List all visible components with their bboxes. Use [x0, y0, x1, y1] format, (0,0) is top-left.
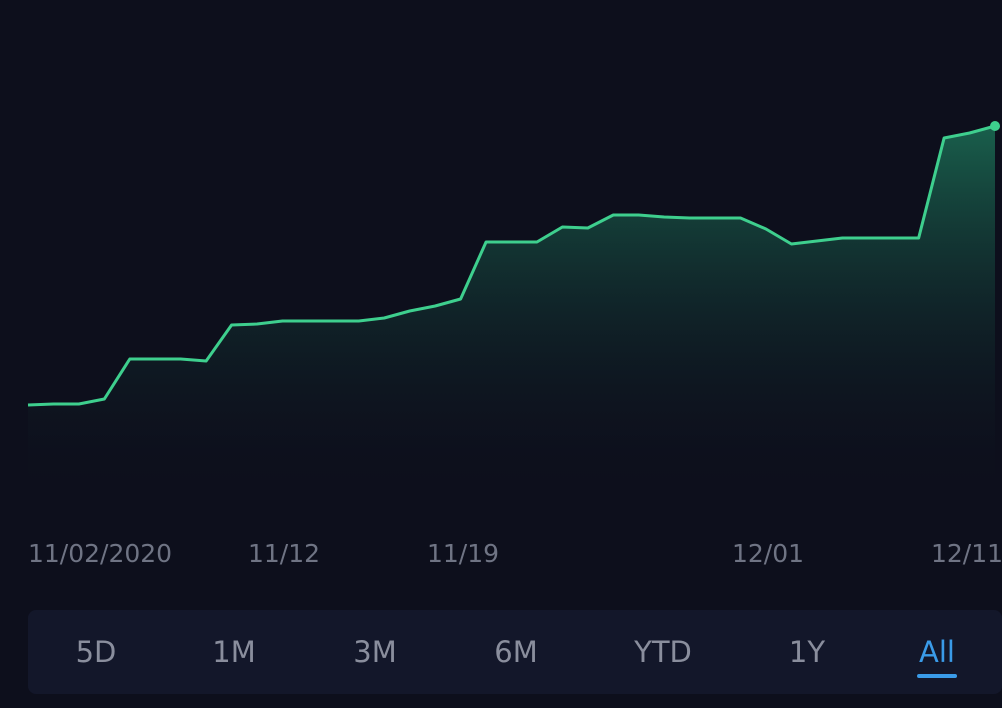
- data-point: [535, 240, 539, 244]
- range-option-5d[interactable]: 5D: [75, 635, 117, 669]
- data-point: [26, 403, 30, 407]
- data-point: [586, 226, 590, 230]
- data-point: [459, 297, 463, 301]
- data-point: [51, 402, 55, 406]
- data-point: [611, 213, 615, 217]
- series-line: [27, 124, 996, 407]
- data-point: [662, 215, 666, 219]
- chart-series: [27, 124, 996, 407]
- x-tick-label: 12/01: [732, 539, 804, 568]
- time-range-selector: 5D 1M 3M 6M YTD 1Y All: [28, 610, 1002, 694]
- data-point: [866, 236, 870, 240]
- data-point: [357, 319, 361, 323]
- data-point: [688, 216, 692, 220]
- x-tick-label: 11/19: [427, 539, 499, 568]
- data-point: [153, 357, 157, 361]
- data-point: [382, 316, 386, 320]
- data-point: [77, 402, 81, 406]
- range-option-all[interactable]: All: [917, 610, 957, 694]
- data-point: [102, 397, 106, 401]
- current-value-marker: [990, 121, 1000, 131]
- data-point: [891, 236, 895, 240]
- data-point: [179, 357, 183, 361]
- data-point: [815, 239, 819, 243]
- x-axis-ticks: 11/02/2020 11/12 11/19 12/01 12/11: [28, 539, 1002, 568]
- data-point: [510, 240, 514, 244]
- chart-area-fill: [28, 126, 995, 500]
- data-point: [789, 242, 793, 246]
- range-option-3m[interactable]: 3M: [353, 635, 397, 669]
- range-option-ytd[interactable]: YTD: [634, 635, 692, 669]
- data-point: [840, 236, 844, 240]
- data-point: [739, 216, 743, 220]
- data-point: [484, 240, 488, 244]
- data-point: [128, 357, 132, 361]
- portfolio-value-chart[interactable]: 11/02/2020 11/12 11/19 12/01 12/11: [0, 0, 1002, 600]
- data-point: [433, 304, 437, 308]
- data-point: [408, 309, 412, 313]
- data-point: [637, 213, 641, 217]
- data-point: [331, 319, 335, 323]
- data-point: [306, 319, 310, 323]
- data-point: [968, 131, 972, 135]
- data-point: [764, 227, 768, 231]
- data-point: [917, 236, 921, 240]
- range-option-1m[interactable]: 1M: [212, 635, 256, 669]
- x-tick-label: 12/11: [931, 539, 1002, 568]
- range-option-1y[interactable]: 1Y: [788, 635, 826, 669]
- data-point: [560, 225, 564, 229]
- data-point: [255, 322, 259, 326]
- data-point: [713, 216, 717, 220]
- data-point: [280, 319, 284, 323]
- x-tick-label: 11/12: [248, 539, 320, 568]
- data-point: [230, 323, 234, 327]
- x-tick-label: 11/02/2020: [28, 539, 172, 568]
- range-option-6m[interactable]: 6M: [494, 635, 538, 669]
- data-point: [942, 136, 946, 140]
- data-point: [204, 359, 208, 363]
- chart-data-points: [26, 121, 1000, 407]
